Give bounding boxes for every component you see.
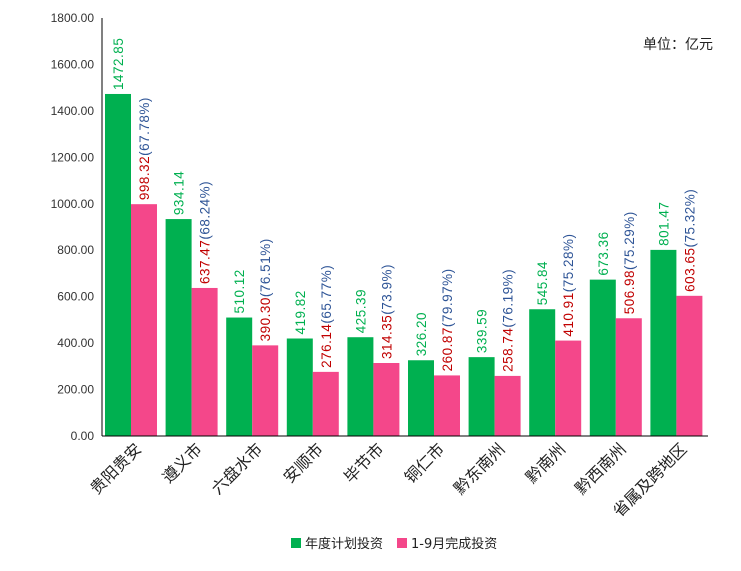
bar-done bbox=[494, 375, 521, 436]
data-label-done: 506.98(75.29%) bbox=[622, 211, 637, 314]
x-tick-label: 黔南州 bbox=[522, 439, 569, 486]
x-tick-label: 贵阳贵安 bbox=[86, 439, 145, 498]
bar-done bbox=[191, 287, 218, 436]
data-label-plan: 339.59 bbox=[475, 309, 490, 353]
bar-plan bbox=[286, 338, 313, 436]
data-label-done-pct: (76.51%) bbox=[258, 238, 273, 297]
data-label-done-value: 603.65 bbox=[682, 248, 697, 292]
data-label-plan: 425.39 bbox=[353, 289, 368, 333]
y-tick-label: 1200.00 bbox=[51, 150, 95, 164]
unit-label: 单位：亿元 bbox=[643, 37, 713, 53]
data-label-done-pct: (68.24%) bbox=[198, 181, 213, 240]
y-tick-label: 1800.00 bbox=[51, 11, 95, 25]
bar-plan bbox=[650, 249, 677, 436]
data-label-done-value: 390.30 bbox=[258, 297, 273, 341]
data-label-done-value: 314.35 bbox=[379, 315, 394, 359]
legend: 年度计划投资 1-9月完成投资 bbox=[291, 536, 497, 552]
bar-plan bbox=[468, 357, 495, 436]
data-label-done-value: 637.47 bbox=[198, 240, 213, 284]
data-label-done-value: 276.14 bbox=[319, 324, 334, 368]
bars bbox=[105, 93, 703, 436]
bar-plan bbox=[226, 317, 253, 436]
data-label-done-pct: (73.9%) bbox=[379, 264, 394, 315]
data-label-done-pct: (65.77%) bbox=[319, 265, 334, 324]
bar-done bbox=[434, 375, 460, 436]
data-label-plan: 801.47 bbox=[656, 202, 671, 246]
data-label-plan: 934.14 bbox=[172, 171, 187, 215]
legend-swatch-done bbox=[397, 538, 407, 548]
data-label-done: 276.14(65.77%) bbox=[319, 265, 334, 368]
x-tick-label: 铜仁市 bbox=[401, 439, 448, 486]
data-label-done-pct: (75.29%) bbox=[622, 211, 637, 270]
bar-plan bbox=[165, 219, 192, 436]
data-label-done-value: 410.91 bbox=[561, 292, 576, 336]
bar-done bbox=[312, 371, 339, 436]
legend-swatch-plan bbox=[291, 538, 301, 548]
x-tick-label: 六盘水市 bbox=[208, 439, 267, 498]
data-label-done-value: 260.87 bbox=[440, 327, 455, 371]
x-tick-label: 毕节市 bbox=[340, 439, 387, 486]
data-label-done: 258.74(76.19%) bbox=[501, 269, 516, 372]
x-tick-label: 安顺市 bbox=[280, 439, 327, 486]
data-label-done: 603.65(75.32%) bbox=[682, 189, 697, 292]
bar-plan bbox=[105, 93, 131, 436]
x-tick-label: 黔西南州 bbox=[571, 439, 630, 498]
bar-done bbox=[373, 363, 400, 436]
bar-plan bbox=[529, 309, 556, 436]
y-tick-label: 200.00 bbox=[57, 383, 94, 397]
y-axis: 0.00 200.00 400.00 600.00 800.00 1000.00 1200.… bbox=[51, 11, 103, 443]
y-tick-label: 1400.00 bbox=[51, 104, 95, 118]
data-label-plan: 419.82 bbox=[293, 290, 308, 334]
data-label-done: 390.30(76.51%) bbox=[258, 238, 273, 341]
data-label-done: 998.32(67.78%) bbox=[137, 97, 152, 200]
data-label-done-pct: (75.28%) bbox=[561, 233, 576, 292]
data-label-plan: 326.20 bbox=[414, 312, 429, 356]
data-label-done-pct: (67.78%) bbox=[137, 97, 152, 156]
legend-label-done: 1-9月完成投资 bbox=[411, 536, 497, 552]
y-tick-label: 800.00 bbox=[57, 243, 94, 257]
data-label-done-pct: (79.97%) bbox=[440, 268, 455, 327]
data-labels: 1472.85 998.32(67.78%) 934.14 637.47(68.24%… bbox=[111, 38, 697, 372]
data-label-done-pct: (76.19%) bbox=[501, 269, 516, 328]
data-label-plan: 510.12 bbox=[232, 269, 247, 313]
data-label-plan: 1472.85 bbox=[111, 38, 126, 90]
bar-plan bbox=[589, 279, 616, 436]
bar-plan bbox=[347, 337, 374, 436]
bar-plan bbox=[408, 360, 434, 436]
data-label-done-value: 258.74 bbox=[501, 328, 516, 372]
data-label-done-value: 506.98 bbox=[622, 270, 637, 314]
x-tick-label: 黔东南州 bbox=[450, 439, 509, 498]
y-tick-label: 0.00 bbox=[71, 429, 95, 443]
bar-done bbox=[676, 295, 703, 436]
data-label-done-value: 998.32 bbox=[137, 156, 152, 200]
data-label-done: 314.35(73.9%) bbox=[379, 264, 394, 359]
y-tick-label: 600.00 bbox=[57, 290, 94, 304]
y-tick-label: 1000.00 bbox=[51, 197, 95, 211]
data-label-done-pct: (75.32%) bbox=[682, 189, 697, 248]
data-label-done: 260.87(79.97%) bbox=[440, 268, 455, 371]
data-label-plan: 545.84 bbox=[535, 261, 550, 305]
y-tick-label: 1600.00 bbox=[51, 57, 95, 71]
bar-done bbox=[252, 345, 279, 436]
data-label-plan: 673.36 bbox=[596, 231, 611, 275]
data-label-done: 410.91(75.28%) bbox=[561, 233, 576, 336]
bar-done bbox=[555, 340, 582, 436]
x-tick-label: 遵义市 bbox=[158, 439, 205, 486]
data-label-done: 637.47(68.24%) bbox=[198, 181, 213, 284]
y-tick-label: 400.00 bbox=[57, 336, 94, 350]
legend-label-plan: 年度计划投资 bbox=[305, 536, 383, 552]
bar-done bbox=[615, 318, 642, 436]
bar-done bbox=[131, 204, 157, 436]
